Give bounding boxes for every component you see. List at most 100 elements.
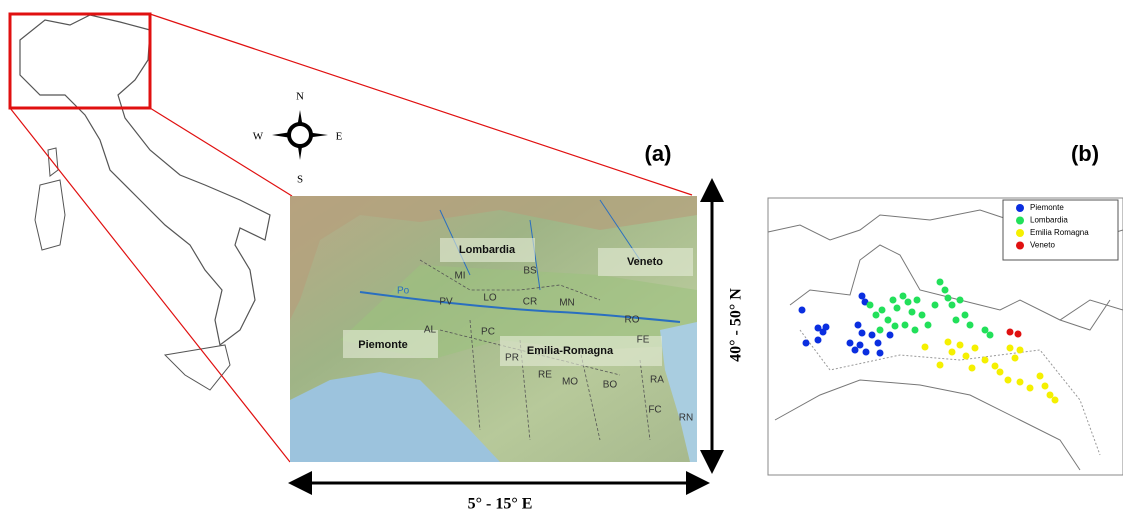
river-label: Po (397, 286, 410, 297)
sicily (165, 345, 230, 390)
station-dot (902, 322, 909, 329)
station-dot (1007, 345, 1014, 352)
station-dot (962, 312, 969, 319)
compass-w: W (253, 131, 264, 143)
province-label: RN (679, 413, 693, 424)
station-dot (859, 330, 866, 337)
province-label: BO (603, 380, 618, 391)
station-dot (885, 317, 892, 324)
italy-outline (20, 15, 270, 345)
station-dot (953, 317, 960, 324)
station-dot (1047, 392, 1054, 399)
station-dot (887, 332, 894, 339)
province-label: FE (637, 335, 650, 346)
station-dot (855, 322, 862, 329)
station-dot (1017, 379, 1024, 386)
station-dot (1027, 385, 1034, 392)
station-dot (1052, 397, 1059, 404)
province-label: CR (523, 297, 537, 308)
station-dot (859, 293, 866, 300)
station-dot (875, 340, 882, 347)
station-dot (932, 302, 939, 309)
station-dot (972, 345, 979, 352)
station-dot (919, 312, 926, 319)
legend-label: Emilia Romagna (1030, 228, 1089, 237)
station-dot (957, 297, 964, 304)
station-dot (1037, 373, 1044, 380)
province-label: PR (505, 353, 519, 364)
province-label: PC (481, 327, 495, 338)
x-extent: 5° - 15° E (468, 496, 533, 513)
province-label: MI (454, 271, 465, 282)
legend-swatch (1016, 204, 1024, 212)
station-dot (945, 295, 952, 302)
compass-s: S (297, 174, 303, 186)
province-label: RO (625, 315, 640, 326)
station-dot (909, 309, 916, 316)
station-dot (914, 297, 921, 304)
station-dot (912, 327, 919, 334)
station-dot (799, 307, 806, 314)
legend-swatch (1016, 217, 1024, 225)
station-dot (867, 302, 874, 309)
station-dot (949, 349, 956, 356)
province-label: RE (538, 370, 552, 381)
legend-label: Veneto (1030, 241, 1055, 250)
figure: N S W E (a) (b) Po 5° - 15° E 40° - 50° … (0, 0, 1123, 516)
station-dot (969, 365, 976, 372)
station-dot (1015, 331, 1022, 338)
panel-label: (b) (1071, 141, 1099, 166)
station-dot (869, 332, 876, 339)
station-dot (1007, 329, 1014, 336)
compass (272, 110, 328, 160)
station-dot (900, 293, 907, 300)
province-label: PV (439, 297, 453, 308)
station-dot (852, 347, 859, 354)
station-dot (967, 322, 974, 329)
station-dot (925, 322, 932, 329)
station-dot (982, 327, 989, 334)
station-dot (890, 297, 897, 304)
station-dot (997, 369, 1004, 376)
legend-swatch (1016, 229, 1024, 237)
station-dot (879, 307, 886, 314)
station-dot (905, 299, 912, 306)
compass-n: N (296, 91, 304, 103)
station-dot (877, 350, 884, 357)
province-label: BS (523, 266, 537, 277)
compass-e: E (336, 131, 343, 143)
sardinia (35, 180, 65, 250)
legend-label: Lombardia (1030, 216, 1068, 225)
station-dot (1042, 383, 1049, 390)
station-dot (1005, 377, 1012, 384)
station-dot (892, 323, 899, 330)
panel-label: (a) (645, 141, 672, 166)
station-dot (945, 339, 952, 346)
station-dot (873, 312, 880, 319)
station-dot (894, 305, 901, 312)
province-label: AL (424, 325, 437, 336)
station-dot (963, 353, 970, 360)
station-dot (863, 349, 870, 356)
station-map (768, 198, 1123, 475)
station-dot (1012, 355, 1019, 362)
region-label: Lombardia (459, 244, 516, 256)
station-dot (1017, 347, 1024, 354)
region-label: Veneto (627, 256, 663, 268)
station-dot (847, 340, 854, 347)
station-dot (957, 342, 964, 349)
station-dot (942, 287, 949, 294)
station-dot (982, 357, 989, 364)
station-dot (937, 362, 944, 369)
station-dot (823, 324, 830, 331)
province-label: MN (559, 298, 575, 309)
station-dot (803, 340, 810, 347)
legend-label: Piemonte (1030, 203, 1064, 212)
province-label: RA (650, 375, 664, 386)
station-dot (937, 279, 944, 286)
legend-swatch (1016, 242, 1024, 250)
region-label: Emilia-Romagna (527, 345, 614, 357)
province-label: FC (648, 405, 661, 416)
province-label: LO (483, 293, 497, 304)
station-dot (857, 342, 864, 349)
